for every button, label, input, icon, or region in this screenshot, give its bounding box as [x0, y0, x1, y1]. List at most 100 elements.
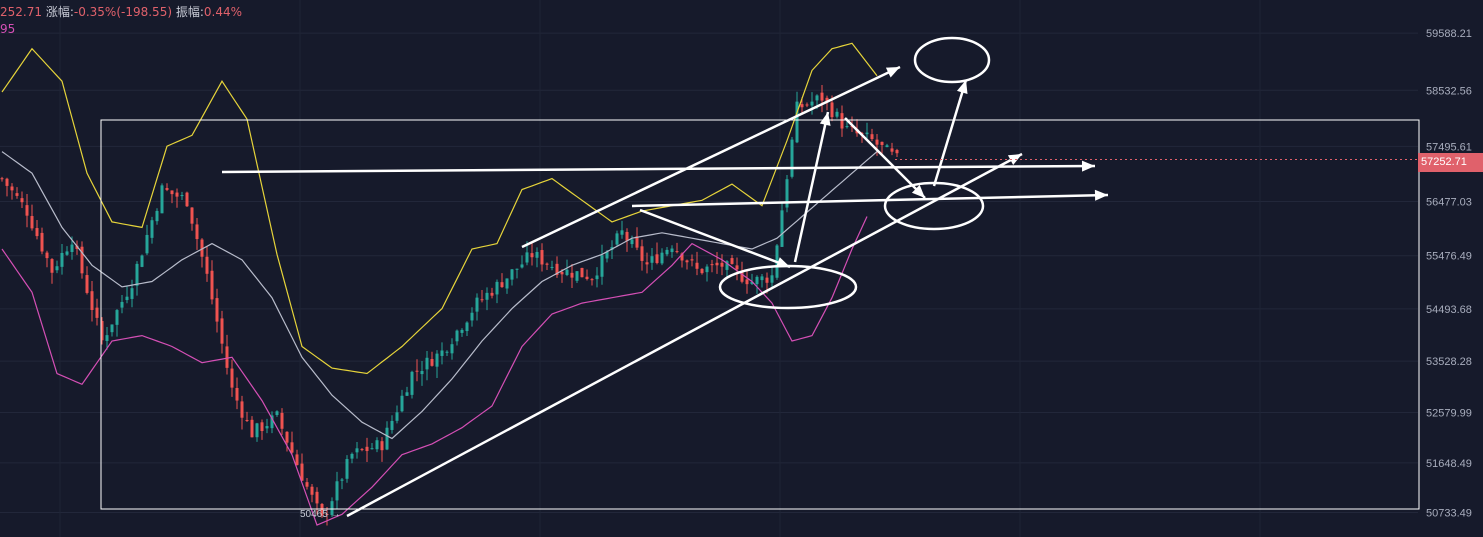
candle-body — [450, 344, 454, 354]
candle-body — [390, 420, 394, 430]
range-box — [100, 119, 1420, 510]
candle-body — [285, 431, 289, 443]
candle-body — [250, 419, 254, 438]
current-price-tag: 57252.71 — [1418, 153, 1483, 172]
candle-body — [330, 501, 334, 515]
candle-body — [425, 357, 429, 370]
candle-body — [85, 275, 89, 293]
support-trendline — [346, 152, 1023, 518]
candle-body — [620, 230, 624, 235]
candle-body — [570, 272, 574, 278]
price-axis: 59588.21 58532.56 57495.61 56477.03 55476.49… — [895, 28, 1472, 519]
annotations — [100, 36, 1420, 518]
candle-body — [400, 395, 404, 412]
candle-body — [295, 454, 299, 466]
candle-body — [40, 232, 44, 252]
candle-body — [185, 192, 189, 207]
arrowhead — [1007, 154, 1022, 165]
candle-body — [65, 251, 69, 255]
candle-body — [510, 269, 514, 280]
candle-body — [485, 292, 489, 300]
candle-body — [155, 210, 159, 222]
candle-body — [745, 279, 749, 285]
candle-body — [100, 320, 104, 341]
candle-body — [255, 423, 259, 438]
candle-body — [555, 263, 559, 275]
candle-body — [380, 441, 384, 451]
candle-body — [495, 281, 499, 295]
candle-body — [80, 246, 84, 274]
candle-body — [340, 479, 344, 481]
low-price-marker: 50465 → — [300, 509, 341, 520]
candle-body — [415, 370, 419, 372]
candle-body — [565, 269, 569, 275]
channel-upper-trendline — [521, 65, 901, 249]
candle-body — [800, 104, 804, 108]
price-tick-label: 59588.21 — [1426, 28, 1472, 40]
bollinger-bands — [1, 42, 878, 526]
candle-body — [790, 139, 794, 177]
candle-body — [345, 459, 349, 479]
candle-body — [465, 322, 469, 332]
candle-body — [45, 252, 49, 259]
candle-body — [215, 298, 219, 322]
candle-body — [665, 249, 669, 255]
bb-lower-line — [1, 216, 868, 526]
candle-body — [385, 427, 389, 450]
candle-body — [840, 113, 844, 129]
candle-body — [645, 262, 649, 265]
candle-body — [115, 310, 119, 325]
candle-body — [880, 141, 884, 145]
arrowheads — [775, 67, 1108, 268]
candle-body — [760, 276, 764, 281]
candle-body — [830, 102, 834, 118]
candle-body — [540, 250, 544, 265]
arrowhead — [956, 80, 968, 95]
candle-body — [715, 262, 719, 266]
candle-body — [15, 193, 19, 196]
candle-body — [460, 329, 464, 333]
candle-body — [550, 266, 554, 268]
candle-body — [260, 422, 264, 432]
candle-body — [525, 252, 529, 263]
candle-body — [440, 350, 444, 356]
candle-body — [125, 296, 129, 301]
candle-body — [245, 419, 249, 421]
target-up-line — [932, 79, 968, 187]
candle-body — [105, 335, 109, 341]
candle-body — [140, 255, 144, 267]
candle-body — [490, 292, 494, 296]
candle-body — [705, 266, 709, 273]
candle-body — [635, 236, 639, 248]
candle-body — [725, 261, 729, 270]
candle-body — [810, 101, 814, 106]
candle-body — [600, 255, 604, 277]
price-tick-label: 57495.61 — [1426, 141, 1472, 153]
candle-body — [420, 370, 424, 375]
candle-body — [145, 234, 149, 254]
candle-body — [470, 312, 474, 321]
candle-body — [885, 145, 889, 148]
support-circle-1 — [718, 264, 858, 310]
candle-body — [735, 265, 739, 270]
candle-body — [740, 271, 744, 282]
candle-body — [655, 254, 659, 264]
grid — [0, 32, 1418, 513]
candle-body — [200, 239, 204, 257]
candle-body — [770, 275, 774, 283]
candle-body — [410, 371, 414, 395]
candle-body — [355, 448, 359, 453]
candle-body — [475, 297, 479, 312]
candle-body — [835, 111, 839, 117]
candle-body — [325, 513, 329, 515]
candle-body — [455, 330, 459, 342]
candle-body — [55, 266, 59, 271]
candle-body — [805, 104, 809, 106]
candle-body — [190, 207, 194, 224]
candle-body — [90, 291, 94, 310]
candle-body — [445, 351, 449, 353]
candle-body — [505, 278, 509, 289]
candle-body — [595, 275, 599, 280]
candle-body — [530, 253, 534, 258]
